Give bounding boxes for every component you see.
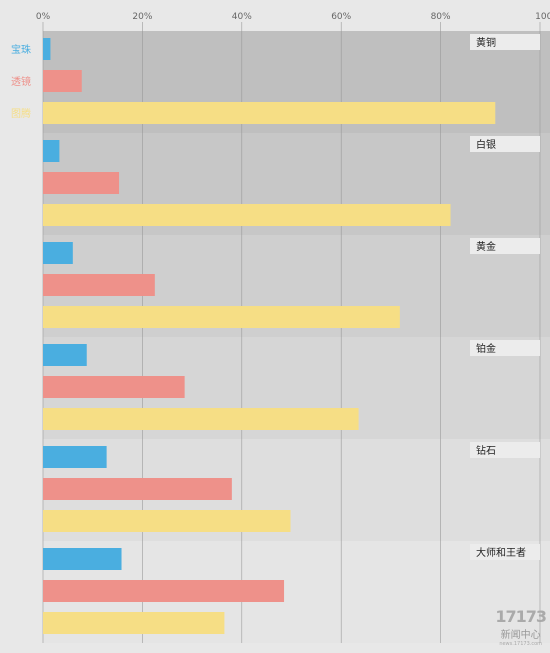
bar	[43, 274, 155, 296]
x-tick-label: 0%	[36, 12, 51, 22]
bar	[43, 478, 232, 500]
category-label-box	[470, 442, 540, 458]
legend-entry: 透镜	[11, 75, 31, 88]
watermark-sub: 新闻中心	[500, 630, 541, 641]
x-tick-label: 40%	[232, 12, 252, 22]
category-label: 黄铜	[476, 36, 496, 49]
bar	[43, 102, 496, 124]
x-tick-label: 20%	[132, 12, 152, 22]
bar	[43, 446, 107, 468]
watermark-url: news.17173.com	[499, 641, 543, 647]
bar	[43, 548, 122, 570]
bar	[43, 38, 51, 60]
watermark: 17173 新闻中心 news.17173.com	[495, 607, 547, 647]
x-tick-label: 100%	[535, 12, 550, 22]
x-tick-label: 60%	[331, 12, 351, 22]
bar	[43, 408, 359, 430]
legend-entry: 图腾	[11, 107, 31, 120]
bar	[43, 140, 60, 162]
category-label-box	[470, 136, 540, 152]
bar	[43, 612, 225, 634]
bar	[43, 70, 82, 92]
category-label: 黄金	[476, 240, 496, 253]
category-label: 大师和王者	[476, 546, 526, 559]
legend-entry: 宝珠	[11, 43, 31, 56]
bar	[43, 204, 451, 226]
x-tick-label: 80%	[431, 12, 451, 22]
category-label: 白银	[476, 138, 496, 151]
watermark-logo: 17173	[495, 607, 547, 626]
category-label: 钻石	[476, 444, 496, 457]
bar	[43, 376, 185, 398]
category-label-box	[470, 34, 540, 50]
category-label-box	[470, 238, 540, 254]
category-label-box	[470, 340, 540, 356]
bar	[43, 306, 400, 328]
category-label: 铂金	[476, 342, 496, 355]
bar	[43, 580, 285, 602]
bar	[43, 242, 73, 264]
bar	[43, 344, 87, 366]
category-label-box	[470, 544, 540, 560]
bar	[43, 510, 291, 532]
bar	[43, 172, 120, 194]
